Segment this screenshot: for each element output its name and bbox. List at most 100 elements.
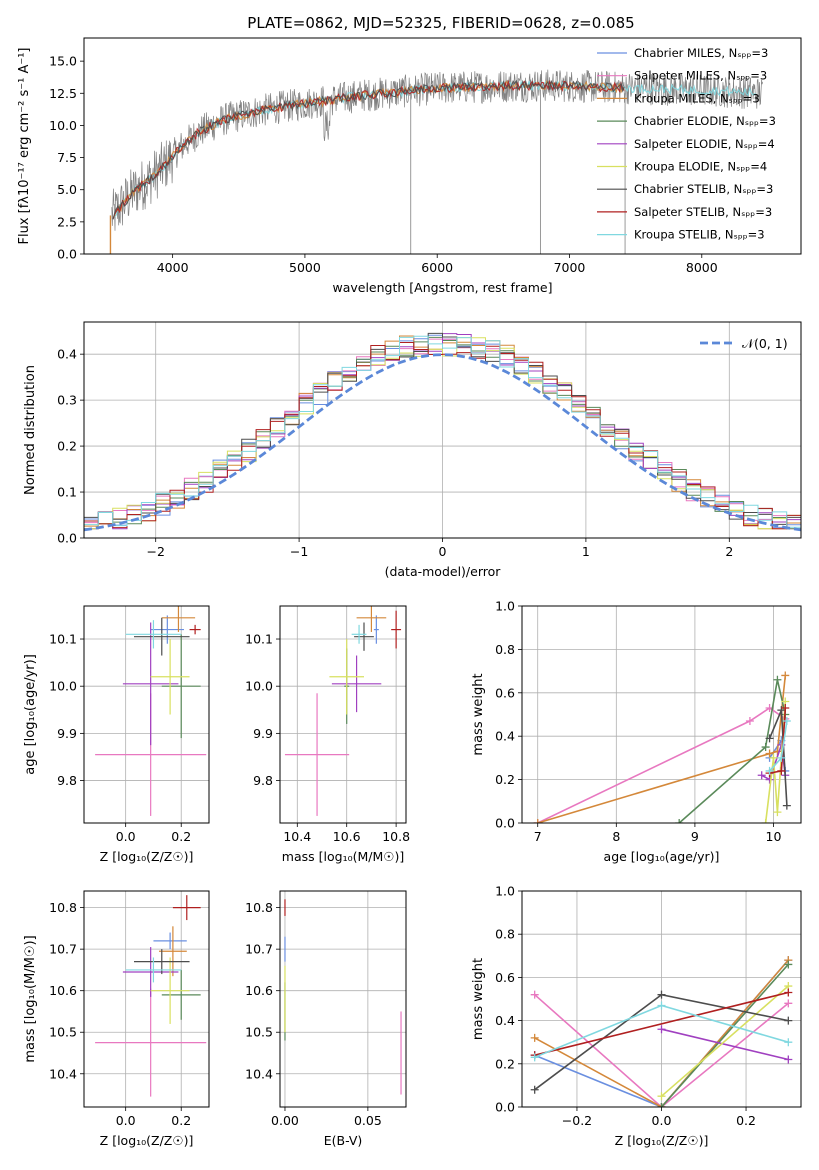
data-marker — [657, 1001, 666, 1010]
x-tick-label: 8000 — [686, 260, 718, 275]
observed-spectrum-line — [111, 69, 763, 231]
data-marker — [765, 766, 774, 775]
model-fit-line — [112, 79, 625, 220]
data-marker — [530, 1033, 539, 1042]
y-tick-label: 7.5 — [57, 150, 77, 165]
data-marker — [784, 1038, 793, 1047]
model-fit-line — [112, 79, 625, 219]
data-marker — [657, 990, 666, 999]
data-marker — [657, 1092, 666, 1101]
y-tick-label: 0.6 — [495, 970, 515, 985]
plot-frame — [83, 37, 802, 255]
data-marker — [530, 990, 539, 999]
y-tick-label: 10.0 — [49, 679, 77, 694]
x-tick-label: 7 — [534, 829, 542, 844]
y-tick-label: 9.9 — [253, 726, 273, 741]
data-marker — [761, 743, 770, 752]
x-axis-label: age [log₁₀(age/yr)] — [604, 849, 720, 864]
data-marker — [784, 960, 793, 969]
x-tick-label: 7000 — [554, 260, 586, 275]
residual-histogram — [84, 335, 801, 528]
data-marker — [781, 671, 790, 680]
histograms — [84, 332, 801, 532]
y-axis-label: mass weight — [471, 673, 486, 755]
mass-weight-line — [534, 991, 789, 1056]
mass-vs-Z-panel: 0.0 0.2 10.4 10.5 10.6 10.7 10.8 Z [log₁₀(Z/Z☉)… — [23, 890, 210, 1148]
x-tick-label: 10.6 — [333, 829, 361, 844]
y-axis-label: Flux [fλ10⁻¹⁷ erg cm⁻² s⁻¹ A⁻¹] — [17, 48, 32, 245]
legend-entry: Kroupa STELIB, Nₛₚₚ=3 — [634, 228, 765, 242]
x-tick-label: 5000 — [289, 260, 321, 275]
spectrum-lines — [109, 69, 763, 254]
data-marker — [773, 747, 782, 756]
x-axis-label: (data-model)/error — [385, 564, 502, 579]
data-marker — [757, 771, 766, 780]
x-tick-label: −2 — [146, 544, 164, 559]
y-tick-label: 0.0 — [57, 247, 77, 262]
y-tick-label: 0.3 — [57, 393, 77, 408]
x-tick-label: 2 — [725, 544, 733, 559]
y-tick-label: 9.8 — [253, 773, 273, 788]
y-tick-label: 0.0 — [495, 816, 515, 831]
x-axis-label: E(B-V) — [324, 1133, 363, 1148]
plot-frame — [279, 605, 407, 824]
y-tick-label: 0.4 — [57, 347, 77, 362]
plot-frame — [83, 605, 210, 824]
data-marker — [777, 753, 786, 762]
normal-curve — [84, 353, 801, 532]
x-tick-label: 0.2 — [736, 1113, 756, 1128]
legend-entry: Chabrier MILES, Nₛₚₚ=3 — [634, 46, 768, 60]
x-tick-label: 0.05 — [354, 1113, 382, 1128]
y-tick-label: 2.5 — [57, 214, 77, 229]
spectrum-legend: Chabrier MILES, Nₛₚₚ=3 Salpeter MILES, Nₛ… — [597, 46, 776, 242]
y-tick-label: 10.8 — [245, 900, 273, 915]
y-tick-label: 0.4 — [495, 1013, 515, 1028]
x-tick-label: 1 — [582, 544, 590, 559]
legend-entry: Kroupa ELODIE, Nₛₚₚ=4 — [634, 160, 767, 174]
y-tick-label: 10.5 — [245, 1025, 273, 1040]
error-bars — [95, 895, 207, 1097]
x-tick-label: 0.00 — [271, 1113, 299, 1128]
y-axis-label: Normed distribution — [23, 365, 38, 495]
figure-title: PLATE=0862, MJD=52325, FIBERID=0628, z=0… — [247, 14, 634, 32]
x-tick-label: −1 — [290, 544, 308, 559]
data-marker — [782, 801, 791, 810]
data-marker — [657, 1025, 666, 1034]
x-tick-label: 6000 — [421, 260, 453, 275]
y-tick-label: 10.6 — [49, 983, 77, 998]
x-axis-label: wavelength [Angstrom, rest frame] — [332, 280, 552, 295]
mass-weight-lines — [533, 671, 791, 823]
y-tick-label: 9.8 — [57, 773, 77, 788]
legend-entry: Chabrier ELODIE, Nₛₚₚ=3 — [634, 114, 776, 128]
y-axis-label: mass weight — [471, 958, 486, 1040]
x-axis-label: Z [log₁₀(Z/Z☉)] — [100, 849, 194, 864]
y-tick-label: 10.7 — [49, 942, 77, 957]
data-marker — [765, 749, 774, 758]
y-axis-label: mass [log₁₀(M/M☉)] — [23, 935, 38, 1062]
data-marker — [675, 819, 684, 823]
x-tick-label: 4000 — [157, 260, 189, 275]
y-tick-label: 9.9 — [57, 726, 77, 741]
mass-weight-line — [761, 744, 787, 781]
massweight-vs-Z-panel: −0.2 0.0 0.2 0.0 0.2 0.4 0.6 0.8 1.0 Z [log₁₀(Z/Z… — [471, 884, 802, 1148]
data-marker — [657, 1103, 666, 1107]
y-tick-label: 1.0 — [495, 884, 515, 899]
x-tick-label: 0 — [439, 544, 447, 559]
x-tick-label: 0.2 — [171, 829, 191, 844]
data-marker — [781, 703, 790, 712]
residual-histogram — [84, 332, 801, 525]
massweight-vs-age-panel: 7 8 9 10 0.0 0.2 0.4 0.6 0.8 1.0 age [log₁₀(age/yr… — [471, 599, 802, 864]
data-marker — [761, 819, 770, 823]
data-marker — [533, 819, 542, 823]
y-tick-label: 10.1 — [49, 632, 77, 647]
y-tick-label: 1.0 — [495, 599, 515, 614]
x-axis-label: Z [log₁₀(Z/Z☉)] — [615, 1133, 709, 1148]
spectrum-panel: 4000 5000 6000 7000 8000 0.0 2.5 5.0 7.5 10.0 12.5… — [17, 37, 802, 295]
residual-histogram — [84, 342, 801, 530]
mass-weight-line — [660, 963, 789, 1107]
y-tick-label: 0.1 — [57, 485, 77, 500]
mass-weight-line — [678, 679, 787, 823]
x-axis-label: Z [log₁₀(Z/Z☉)] — [100, 1133, 194, 1148]
age-vs-mass-panel: 10.4 10.6 10.8 9.8 9.9 10.0 10.1 mass [log₁₀(M/… — [245, 605, 410, 864]
legend-entry: Salpeter ELODIE, Nₛₚₚ=4 — [634, 137, 775, 151]
